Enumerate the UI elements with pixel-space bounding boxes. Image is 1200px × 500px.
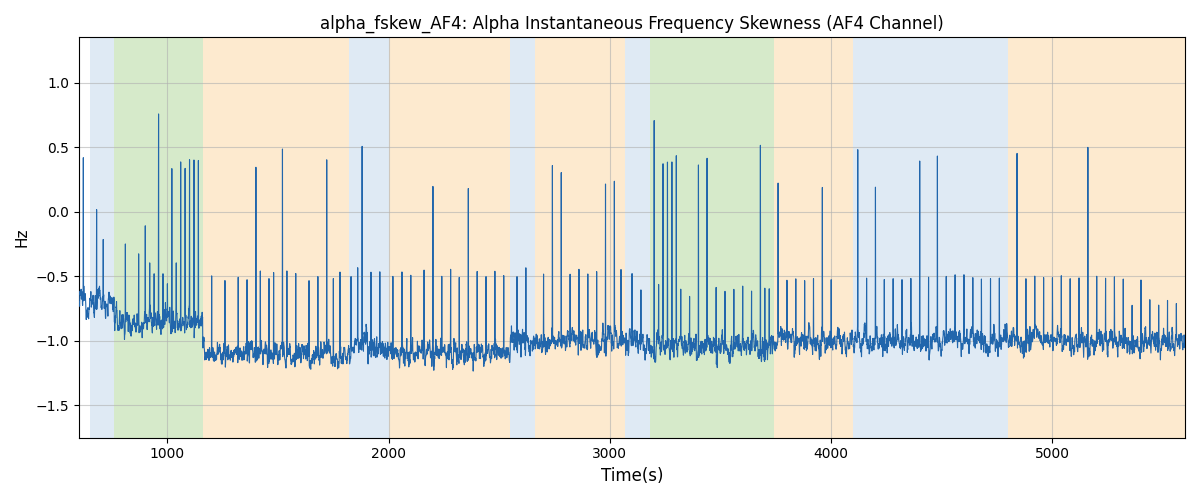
Bar: [853, 38, 1008, 438]
Y-axis label: Hz: Hz: [14, 228, 30, 248]
Bar: [774, 38, 803, 438]
Bar: [803, 38, 853, 438]
Bar: [90, 38, 114, 438]
Bar: [389, 38, 510, 438]
Bar: [510, 38, 535, 438]
Bar: [114, 38, 203, 438]
X-axis label: Time(s): Time(s): [601, 467, 664, 485]
Bar: [1008, 38, 1186, 438]
Bar: [203, 38, 349, 438]
Bar: [535, 38, 625, 438]
Title: alpha_fskew_AF4: Alpha Instantaneous Frequency Skewness (AF4 Channel): alpha_fskew_AF4: Alpha Instantaneous Fre…: [320, 15, 944, 34]
Bar: [649, 38, 774, 438]
Bar: [625, 38, 649, 438]
Bar: [349, 38, 389, 438]
